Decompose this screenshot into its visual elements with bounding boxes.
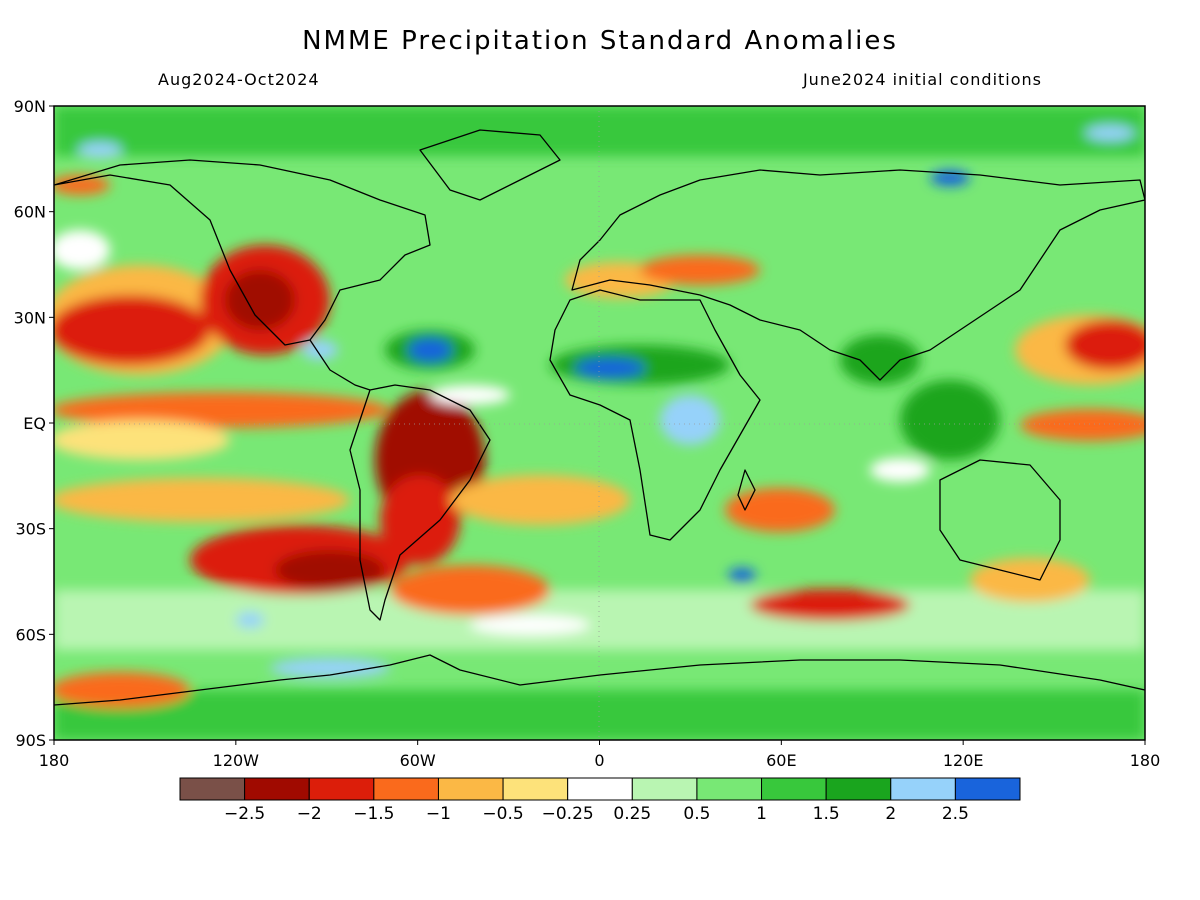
map-title: NMME Precipitation Standard Anomalies [302, 26, 898, 56]
mediterranean-dry [640, 255, 760, 285]
lat-tick-label: 30S [15, 520, 46, 539]
colorbar-label: 0.5 [683, 804, 710, 824]
se-pacific-dry-core [275, 550, 385, 590]
sahel-wet-core [575, 358, 645, 378]
colorbar-swatch [954, 777, 1021, 801]
colorbar-swatch [179, 777, 246, 801]
colorbar-swatch [244, 777, 310, 801]
caribbean-wet-core [408, 338, 452, 362]
antarctica-coast [54, 654, 1145, 706]
lon-tick-label: 60E [766, 751, 796, 770]
coastlines [54, 129, 1145, 706]
white-patch-1 [54, 230, 110, 270]
colorbar-swatch [437, 777, 504, 801]
colorbar-swatch [696, 777, 763, 801]
white-patch-2 [430, 385, 510, 405]
colorbar-label: 2 [885, 804, 896, 824]
w-pacific-eq-dry [1020, 409, 1145, 441]
colorbar-label: −0.5 [482, 804, 523, 824]
antarctic-wet-band [54, 690, 1145, 740]
longitude-axis: 180 120W 60W 0 60E 120E 180 [39, 740, 1161, 770]
lon-tick-label: 120W [213, 751, 260, 770]
south-america-dry [380, 475, 460, 565]
period-label: Aug2024-Oct2024 [158, 70, 320, 89]
white-patch-3 [870, 458, 930, 482]
arctic-wet-spot-2 [1085, 125, 1135, 141]
s-atlantic-dry [450, 475, 630, 525]
lon-tick-label: 0 [594, 751, 604, 770]
white-patch-4 [470, 615, 590, 635]
eurasia-coast [571, 169, 1145, 381]
south-america-coast [349, 384, 491, 621]
colorbar-swatch [761, 777, 827, 801]
arctic-wet-band [54, 106, 1145, 156]
lat-tick-label: 60S [15, 625, 46, 644]
southern-ocean-light-band [54, 590, 1145, 650]
australia-coast [939, 459, 1061, 581]
arctic-wet-spot-1 [78, 142, 122, 158]
lat-tick-label: EQ [23, 414, 46, 433]
lat-tick-label: 30N [14, 308, 46, 327]
colorbar-swatch [567, 777, 633, 801]
bering-dry [54, 175, 110, 195]
lon-tick-label: 180 [39, 751, 70, 770]
central-america-coast [309, 339, 371, 391]
eq-pacific-light-dry [54, 420, 230, 460]
colorbar-swatch [631, 777, 698, 801]
south-indian-wet-spot [728, 568, 756, 582]
colorbar-swatch [890, 777, 956, 801]
s-indian-ocean-dry [725, 488, 835, 532]
s-pacific-dry [54, 478, 350, 522]
tasman-dry [970, 558, 1090, 602]
east-africa-wet [660, 395, 720, 445]
colorbar-label: −2 [297, 804, 322, 824]
amundsen-wet [270, 658, 390, 678]
colorbar: −2.5 −2 −1.5 −1 −0.5 −0.25 0.25 0.5 1 1.5 2 2.5 [179, 777, 1021, 824]
colorbar-label: 2.5 [942, 804, 969, 824]
madagascar-coast [737, 469, 756, 511]
lon-tick-label: 120E [943, 751, 984, 770]
southern-indian-dry [750, 589, 910, 621]
colorbar-swatch [373, 777, 439, 801]
anomaly-field [54, 106, 1145, 740]
eq-pacific-dry [54, 392, 390, 428]
w-pacific-dry [1065, 320, 1145, 370]
north-america-coast [54, 159, 431, 346]
colorbar-swatch [825, 777, 892, 801]
colorbar-label: 1 [756, 804, 767, 824]
greenland-coast [419, 129, 561, 201]
colorbar-label: −1.5 [353, 804, 394, 824]
lon-tick-label: 60W [400, 751, 436, 770]
s-pacific-wet-spot [236, 612, 264, 628]
maritime-continent-wet [900, 380, 1000, 460]
colorbar-swatch [308, 777, 375, 801]
africa-coast [549, 289, 761, 541]
ne-pacific-dry-core [54, 295, 210, 365]
lat-tick-label: 90N [14, 97, 46, 116]
colorbar-label: −2.5 [224, 804, 265, 824]
graticule [54, 106, 1145, 740]
south-asia-wet [840, 335, 920, 385]
lon-tick-label: 180 [1130, 751, 1161, 770]
initial-conditions-label: June2024 initial conditions [802, 70, 1042, 89]
colorbar-label: 0.25 [613, 804, 651, 824]
lat-tick-label: 60N [14, 203, 46, 222]
colorbar-label: −0.25 [542, 804, 594, 824]
anomaly-blobs [54, 106, 1145, 740]
colorbar-swatch [502, 777, 569, 801]
colorbar-label: −1 [426, 804, 451, 824]
sw-atlantic-dry [390, 565, 550, 615]
central-america-wet [302, 340, 338, 360]
colorbar-label: 1.5 [813, 804, 840, 824]
west-us-dry-core [225, 270, 295, 330]
latitude-axis: 90N 60N 30N EQ 30S 60S 90S [14, 97, 54, 750]
lat-tick-label: 90S [15, 731, 46, 750]
ross-sea-dry [54, 672, 190, 708]
